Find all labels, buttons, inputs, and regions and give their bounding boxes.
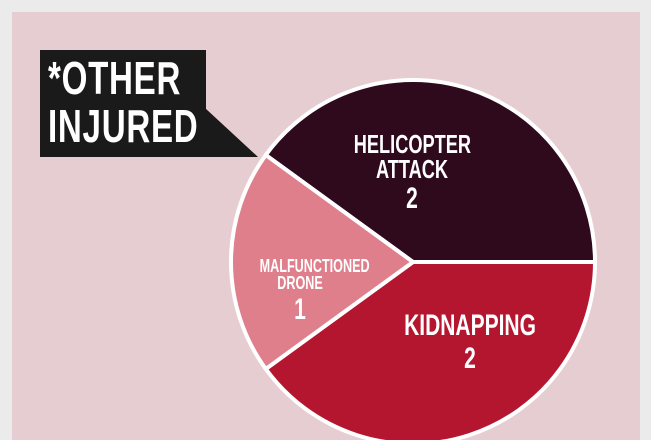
slice-name: MALFUNCTIONED DRONE — [259, 256, 370, 294]
slice-value: 2 — [464, 341, 476, 375]
slice-label: HELICOPTER ATTACK 2 — [342, 129, 482, 217]
pie-slice — [262, 78, 598, 264]
slice-label: KIDNAPPING 2 — [400, 309, 540, 377]
chart-title: *OTHER INJURED — [48, 52, 199, 152]
callout-pointer — [205, 108, 258, 157]
title-box — [40, 50, 206, 157]
slice-value: 2 — [406, 182, 418, 216]
slice-name: KIDNAPPING — [404, 309, 536, 342]
pie-slice — [262, 260, 598, 440]
pie-slice — [229, 152, 417, 372]
slice-value: 1 — [294, 293, 306, 327]
slice-label: MALFUNCTIONED DRONE 1 — [230, 256, 370, 328]
slice-name: HELICOPTER ATTACK — [353, 129, 472, 184]
